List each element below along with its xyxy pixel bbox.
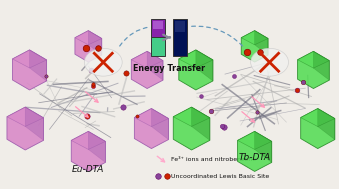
- Polygon shape: [71, 131, 105, 149]
- Point: [90, 84, 96, 87]
- FancyBboxPatch shape: [173, 19, 187, 56]
- Polygon shape: [255, 31, 268, 55]
- Polygon shape: [134, 108, 168, 149]
- Text: Energy Transfer: Energy Transfer: [133, 64, 205, 73]
- Point: [155, 175, 161, 178]
- Polygon shape: [75, 31, 102, 45]
- Polygon shape: [298, 51, 329, 68]
- Polygon shape: [192, 107, 210, 140]
- Polygon shape: [241, 31, 268, 62]
- Polygon shape: [147, 51, 163, 80]
- Point: [300, 81, 305, 84]
- Polygon shape: [238, 131, 272, 171]
- Polygon shape: [88, 31, 102, 55]
- Polygon shape: [298, 51, 329, 88]
- Point: [222, 125, 227, 129]
- Point: [123, 71, 129, 74]
- Point: [96, 47, 101, 50]
- Polygon shape: [241, 31, 268, 45]
- Point: [90, 83, 96, 86]
- FancyBboxPatch shape: [151, 19, 165, 37]
- Point: [134, 114, 139, 117]
- Polygon shape: [179, 50, 213, 68]
- Polygon shape: [25, 107, 43, 140]
- Polygon shape: [88, 131, 105, 162]
- Point: [84, 47, 89, 50]
- Polygon shape: [131, 51, 163, 88]
- Polygon shape: [131, 51, 163, 68]
- Ellipse shape: [84, 48, 122, 76]
- FancyBboxPatch shape: [175, 21, 185, 32]
- Point: [232, 75, 237, 78]
- Text: Uncoordinated Lewis Basic Site: Uncoordinated Lewis Basic Site: [171, 174, 269, 179]
- Polygon shape: [152, 108, 168, 139]
- FancyBboxPatch shape: [153, 21, 163, 29]
- Ellipse shape: [251, 48, 288, 76]
- Polygon shape: [134, 108, 168, 127]
- Point: [254, 111, 260, 114]
- Point: [257, 51, 262, 54]
- Polygon shape: [13, 50, 46, 90]
- Polygon shape: [238, 131, 272, 149]
- FancyBboxPatch shape: [151, 37, 165, 56]
- Text: Tb-DTA: Tb-DTA: [239, 153, 271, 162]
- Polygon shape: [255, 131, 272, 162]
- Polygon shape: [173, 107, 210, 150]
- Polygon shape: [301, 108, 335, 149]
- Point: [244, 51, 250, 54]
- Polygon shape: [318, 108, 335, 139]
- Point: [219, 125, 225, 128]
- Polygon shape: [13, 50, 46, 68]
- Polygon shape: [29, 50, 46, 81]
- Point: [88, 69, 94, 72]
- Point: [164, 175, 170, 178]
- Text: Fe³⁺ ions and nitrobenzene: Fe³⁺ ions and nitrobenzene: [171, 157, 256, 162]
- Polygon shape: [7, 107, 43, 126]
- Text: Eu-DTA: Eu-DTA: [72, 165, 104, 174]
- Point: [294, 88, 300, 91]
- Polygon shape: [301, 108, 335, 127]
- Polygon shape: [7, 107, 43, 150]
- Point: [199, 94, 204, 97]
- Point: [43, 74, 48, 77]
- Point: [121, 106, 126, 109]
- Polygon shape: [75, 31, 102, 62]
- Polygon shape: [314, 51, 329, 80]
- Point: [209, 110, 214, 113]
- Polygon shape: [71, 131, 105, 171]
- Polygon shape: [196, 50, 213, 81]
- Polygon shape: [179, 50, 213, 90]
- Polygon shape: [173, 107, 210, 126]
- Point: [85, 115, 90, 118]
